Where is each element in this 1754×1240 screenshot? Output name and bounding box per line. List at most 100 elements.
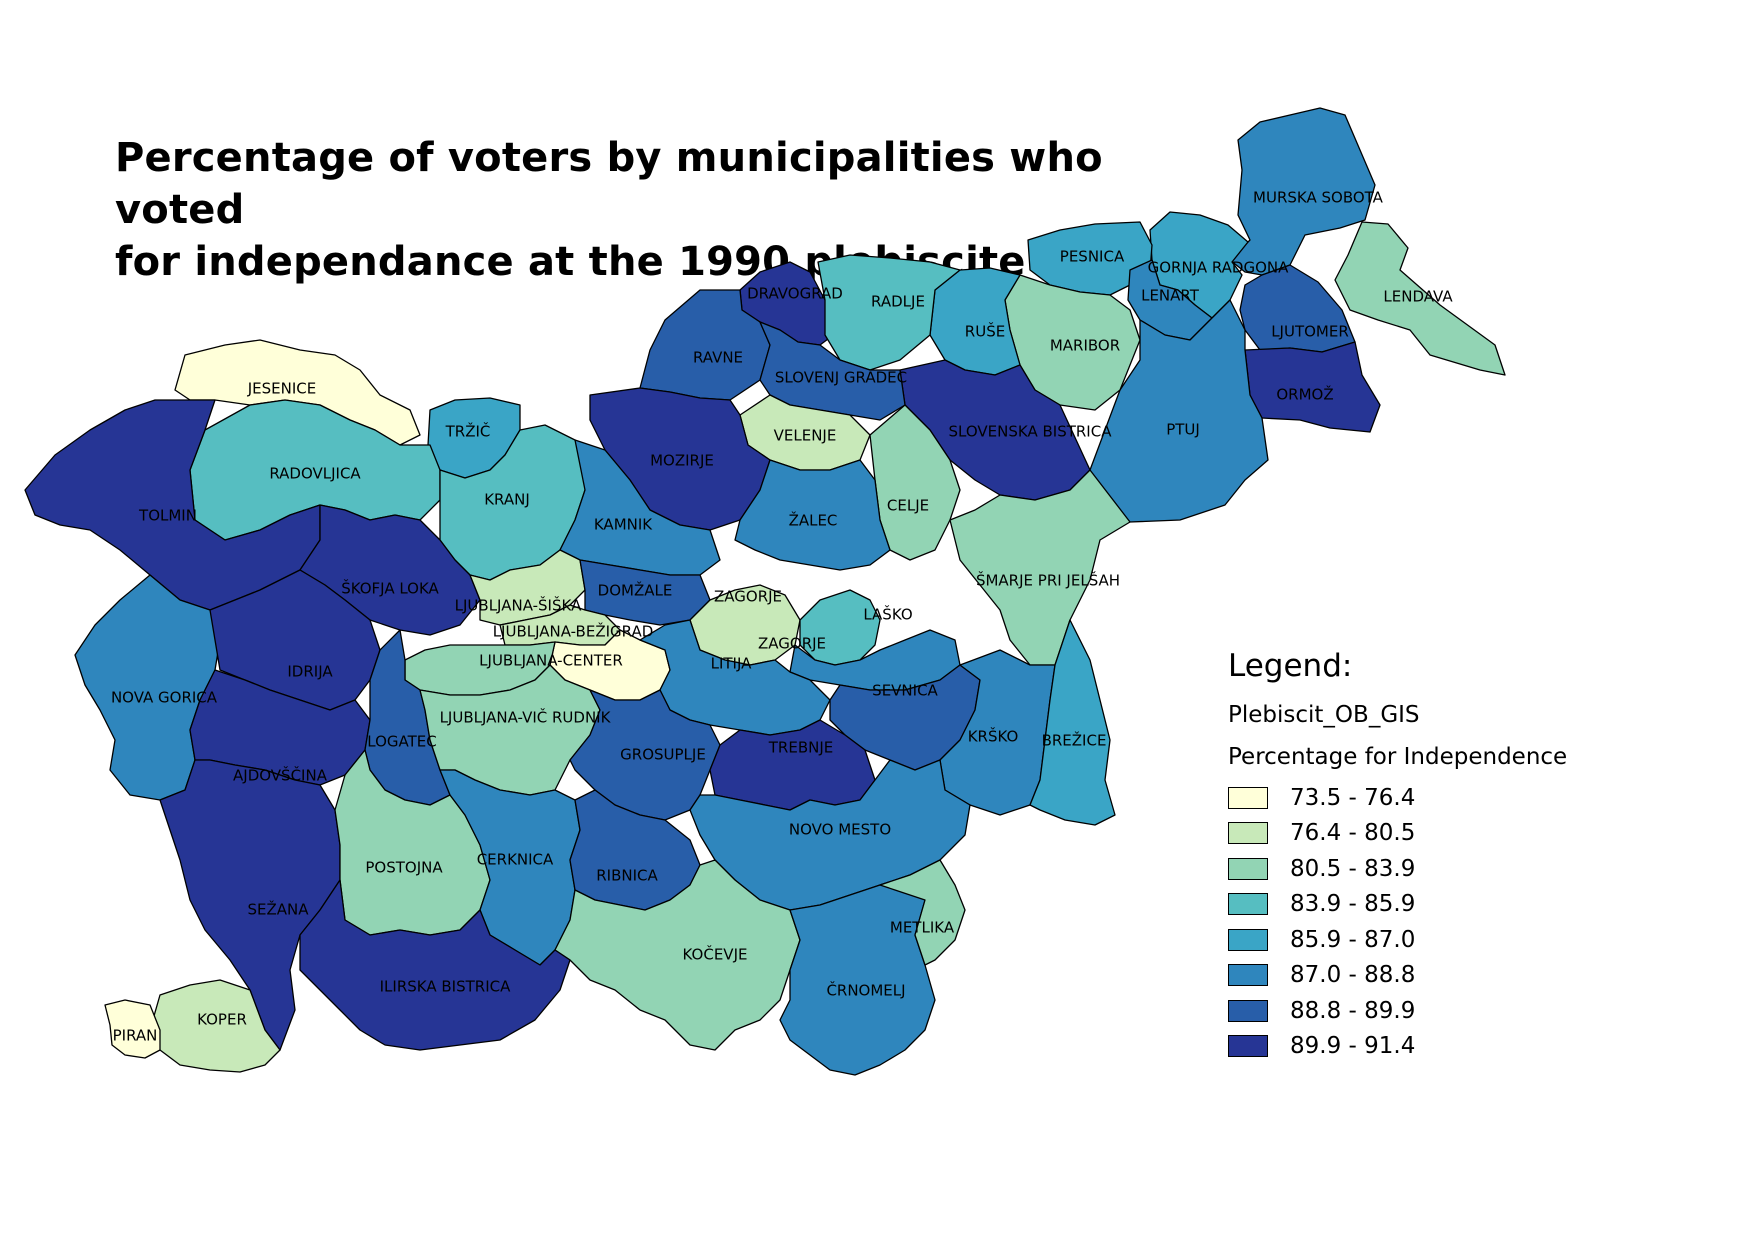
region-piran[interactable] [104,999,161,1059]
legend-label: 80.5 - 83.9 [1290,855,1416,882]
label-koper: KOPER [197,1011,247,1029]
label-sezana: SEŽANA [247,900,309,919]
legend-swatch [1228,893,1268,916]
region-slovenj-gradec[interactable] [759,321,906,421]
legend-label: 88.8 - 89.9 [1290,997,1416,1024]
map-legend: Legend: Plebiscit_OB_GIS Percentage for … [1228,648,1648,1064]
region-brezice[interactable] [1029,619,1116,826]
region-krsko[interactable] [939,649,1056,816]
label-mozirje: MOZIRJE [650,452,714,470]
label-domzale: DOMŽALE [598,581,673,600]
label-trebnje: TREBNJE [768,739,833,757]
label-murska-sobota: MURSKA SOBOTA [1253,189,1384,207]
label-metlika: METLIKA [890,919,955,937]
legend-item: 89.9 - 91.4 [1228,1029,1648,1065]
legend-item: 88.8 - 89.9 [1228,993,1648,1029]
label-kranj: KRANJ [484,491,530,509]
legend-label: 87.0 - 88.8 [1290,962,1416,989]
label-ljubljana-bezigrad: LJUBLJANA-BEŽIGRAD [493,622,654,641]
label-ilirska-bistrica: ILIRSKA BISTRICA [380,978,511,996]
region-ljubljana-siska[interactable] [469,549,586,626]
municipality-regions [24,107,1506,1076]
legend-item: 76.4 - 80.5 [1228,816,1648,852]
legend-swatch [1228,822,1268,845]
label-idrija: IDRIJA [287,663,333,681]
region-smarje[interactable] [949,469,1131,666]
label-tolmin: TOLMIN [138,507,197,525]
legend-label: 89.9 - 91.4 [1290,1033,1416,1060]
legend-swatch [1228,786,1268,809]
label-crnomelj: ČRNOMELJ [826,981,905,1000]
region-lendava[interactable] [1334,221,1506,376]
label-ravne: RAVNE [693,349,743,367]
label-ljubljana-center: LJUBLJANA-CENTER [479,652,623,670]
region-metlika[interactable] [879,859,966,966]
region-kocevje[interactable] [554,859,801,1051]
label-skofja-loka: ŠKOFJA LOKA [341,579,439,598]
label-ljubljana-siska: LJUBLJANA-ŠIŠKA [455,596,582,615]
legend-swatch [1228,999,1268,1022]
label-logatec: LOGATEC [367,733,436,751]
map-title-line-1: Percentage of voters by municipalities w… [115,135,1103,233]
label-radovljica: RADOVLJICA [269,465,361,483]
legend-label: 83.9 - 85.9 [1290,891,1416,918]
legend-field-name: Percentage for Independence [1228,744,1568,770]
legend-swatch [1228,964,1268,987]
label-sevnica: SEVNICA [872,682,938,700]
label-postojna: POSTOJNA [365,859,443,877]
label-ajdovscina: AJDOVŠČINA [233,766,328,785]
label-pesnica: PESNICA [1060,248,1125,266]
label-celje: CELJE [887,497,929,515]
region-hrastnik[interactable] [789,629,961,691]
municipality-labels: MURSKA SOBOTA PESNICA GORNJA RADGONA LEN… [111,189,1453,1045]
label-gornja-radgona: GORNJA RADGONA [1148,259,1290,277]
region-ruse[interactable] [929,267,1021,376]
label-novo-mesto: NOVO MESTO [789,821,891,839]
legend-swatch [1228,1035,1268,1058]
legend-item: 73.5 - 76.4 [1228,780,1648,816]
label-velenje: VELENJE [774,427,837,445]
label-litija: LITIJA [711,655,753,673]
label-zagorje-1: ZAGORJE [714,588,782,606]
label-ljutomer: LJUTOMER [1271,323,1349,341]
label-ruse: RUŠE [965,322,1005,341]
region-radlje[interactable] [817,254,961,371]
region-ptuj[interactable] [1089,299,1269,523]
region-murska-sobota[interactable] [1229,107,1376,276]
label-ormoz: ORMOŽ [1276,385,1333,404]
region-ilirska-bistrica[interactable] [299,879,571,1051]
legend-layer-name: Plebiscit_OB_GIS [1228,702,1420,728]
legend-label: 73.5 - 76.4 [1290,784,1416,811]
label-zagorje-2: ZAGORJE [758,635,826,653]
legend-item: 80.5 - 83.9 [1228,851,1648,887]
label-maribor: MARIBOR [1050,337,1120,355]
legend-label: 76.4 - 80.5 [1290,820,1416,847]
label-radlje: RADLJE [871,293,925,311]
legend-swatch [1228,857,1268,880]
region-zalec[interactable] [734,459,891,571]
label-grosuplje: GROSUPLJE [620,746,706,764]
label-kocevje: KOČEVJE [683,945,748,964]
label-trzic: TRŽIČ [445,422,491,441]
label-zalec: ŽALEC [789,511,838,530]
label-krsko: KRŠKO [968,727,1019,746]
label-dravograd: DRAVOGRAD [747,285,843,303]
label-piran: PIRAN [113,1027,158,1045]
legend-item: 85.9 - 87.0 [1228,922,1648,958]
label-ljubljana-vic: LJUBLJANA-VIČ RUDNIK [440,708,612,727]
label-slovenj-gradec: SLOVENJ GRADEC [775,369,907,387]
label-lasko: LAŠKO [863,605,912,624]
legend-label: 85.9 - 87.0 [1290,926,1416,953]
label-lendava: LENDAVA [1383,288,1453,306]
region-laska[interactable] [799,589,881,666]
label-slovenska-bistrica: SLOVENSKA BISTRICA [949,423,1113,441]
label-smarje: ŠMARJE PRI JELŠAH [976,571,1120,590]
legend-item: 87.0 - 88.8 [1228,958,1648,994]
label-lenart: LENART [1141,287,1200,305]
label-kamnik: KAMNIK [594,516,653,534]
legend-swatch [1228,928,1268,951]
legend-item: 83.9 - 85.9 [1228,887,1648,923]
label-ribnica: RIBNICA [596,867,658,885]
legend-heading: Legend: [1228,648,1353,684]
